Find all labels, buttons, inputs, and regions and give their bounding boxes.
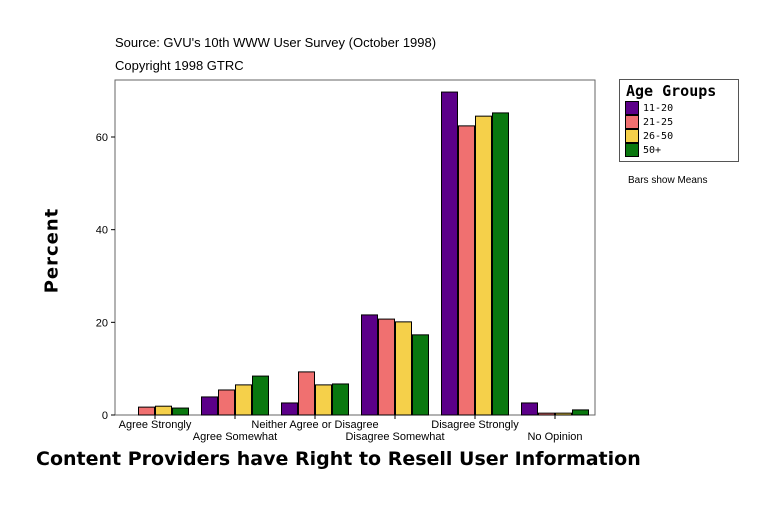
y-tick-label: 60 [96, 132, 108, 144]
bar-26-50-1 [235, 384, 252, 416]
copyright-text: Copyright 1998 GTRC [115, 58, 244, 73]
bar-26-50-2 [315, 384, 332, 416]
legend-label: 26-50 [643, 131, 674, 142]
bar-11-20-3 [361, 314, 378, 416]
legend-title: Age Groups [626, 82, 717, 100]
legend-swatch [625, 101, 639, 115]
bar-50+-1 [252, 375, 269, 416]
legend-swatch [625, 143, 639, 157]
legend-item: 11-20 [625, 101, 674, 115]
legend-label: 11-20 [643, 103, 674, 114]
legend-item: 21-25 [625, 115, 674, 129]
bar-11-20-1 [201, 396, 218, 416]
bar-26-50-4 [475, 115, 492, 416]
bar-11-20-4 [441, 91, 458, 416]
legend-swatch [625, 129, 639, 143]
bar-50+-3 [412, 334, 429, 416]
bar-21-25-2 [298, 371, 315, 416]
legend-label: 21-25 [643, 117, 674, 128]
bar-21-25-3 [378, 318, 395, 416]
x-axis-title: Content Providers have Right to Resell U… [36, 448, 641, 470]
bar-21-25-1 [218, 389, 235, 416]
x-tick-label: Agree Somewhat [192, 431, 278, 443]
legend-item: 50+ [625, 143, 662, 157]
bar-26-50-0 [155, 405, 172, 416]
note-text: Bars show Means [628, 175, 708, 186]
bar-50+-2 [332, 383, 349, 416]
bar-11-20-5 [521, 402, 538, 416]
legend-item: 26-50 [625, 129, 674, 143]
legend-label: 50+ [643, 145, 662, 156]
bar-21-25-0 [138, 406, 155, 416]
y-tick-label: 20 [96, 317, 108, 329]
bar-50+-4 [492, 112, 509, 416]
x-tick-label: Disagree Strongly [431, 419, 519, 431]
bar-26-50-3 [395, 321, 412, 416]
x-tick-label: No Opinion [527, 431, 583, 443]
bar-21-25-5 [538, 412, 555, 416]
bar-11-20-2 [281, 402, 298, 416]
bar-26-50-5 [555, 412, 572, 416]
legend-swatch [625, 115, 639, 129]
plot-frame [114, 79, 596, 416]
bar-50+-5 [572, 409, 589, 416]
x-tick-label: Disagree Somewhat [345, 431, 445, 443]
bar-21-25-4 [458, 125, 475, 416]
legend: Age Groups 11-20 21-25 26-50 50+ [619, 79, 739, 162]
x-tick-label: Neither Agree or Disagree [251, 419, 379, 431]
x-tick-label: Agree Strongly [118, 419, 192, 431]
y-tick-label: 0 [102, 410, 108, 422]
source-text: Source: GVU's 10th WWW User Survey (Octo… [115, 35, 437, 50]
bar-50+-0 [172, 407, 189, 416]
y-tick-label: 40 [96, 225, 108, 237]
